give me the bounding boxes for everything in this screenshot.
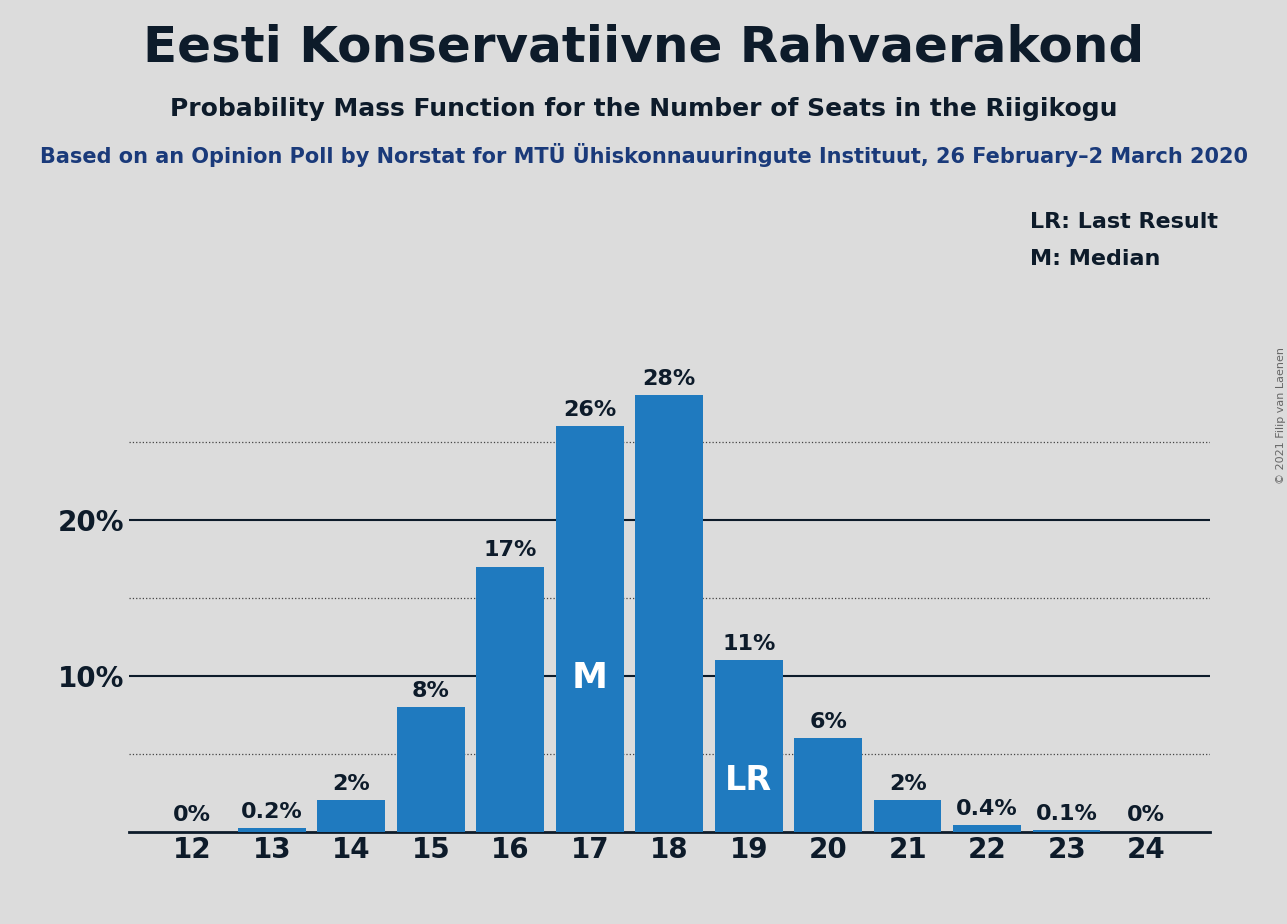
Text: LR: Last Result: LR: Last Result [1030, 212, 1218, 232]
Text: 17%: 17% [484, 541, 537, 560]
Text: 0%: 0% [1127, 806, 1165, 825]
Bar [396, 707, 465, 832]
Text: 2%: 2% [889, 774, 927, 794]
Text: 0.4%: 0.4% [956, 799, 1018, 819]
Text: LR: LR [725, 763, 772, 796]
Text: 6%: 6% [810, 711, 847, 732]
Text: 0%: 0% [174, 806, 211, 825]
Bar [476, 566, 544, 832]
Text: 28%: 28% [642, 369, 696, 389]
Text: Probability Mass Function for the Number of Seats in the Riigikogu: Probability Mass Function for the Number… [170, 97, 1117, 121]
Bar [794, 738, 862, 832]
Text: Eesti Konservatiivne Rahvaerakond: Eesti Konservatiivne Rahvaerakond [143, 23, 1144, 71]
Text: 26%: 26% [564, 400, 616, 419]
Bar [238, 829, 305, 832]
Bar [556, 426, 623, 832]
Bar [874, 800, 942, 832]
Text: M: Median: M: Median [1030, 249, 1160, 269]
Bar [1033, 830, 1100, 832]
Text: 0.1%: 0.1% [1036, 804, 1098, 824]
Text: © 2021 Filip van Laenen: © 2021 Filip van Laenen [1275, 347, 1286, 484]
Bar [636, 395, 703, 832]
Text: 2%: 2% [332, 774, 371, 794]
Text: M: M [571, 661, 607, 695]
Text: Based on an Opinion Poll by Norstat for MTÜ Ühiskonnauuringute Instituut, 26 Feb: Based on an Opinion Poll by Norstat for … [40, 143, 1247, 167]
Text: 8%: 8% [412, 681, 449, 700]
Text: 11%: 11% [722, 634, 776, 654]
Bar [318, 800, 385, 832]
Bar [716, 660, 782, 832]
Bar [954, 825, 1021, 832]
Text: 0.2%: 0.2% [241, 802, 302, 822]
